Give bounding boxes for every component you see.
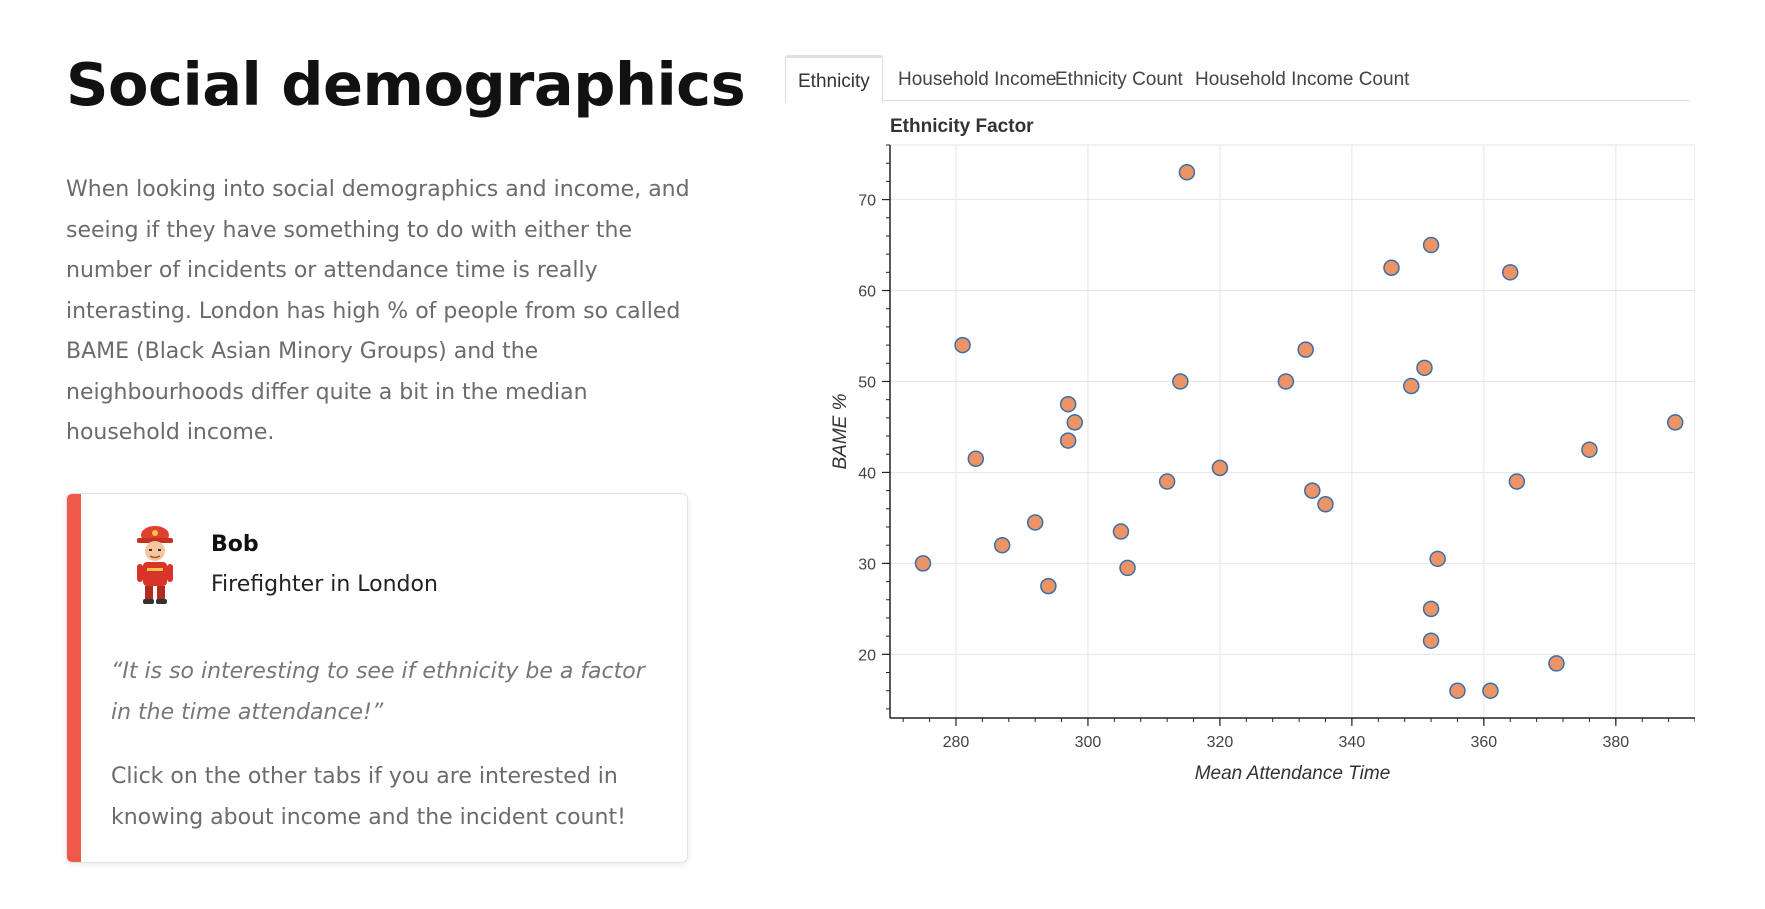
x-axis-label: Mean Attendance Time	[1195, 763, 1391, 784]
y-tick-label: 20	[858, 647, 876, 664]
scatter-point	[1422, 632, 1440, 649]
scatter-point	[1383, 259, 1400, 277]
scatter-point	[1119, 559, 1136, 577]
y-tick-label: 60	[858, 284, 876, 301]
chart-tabs: Ethnicity Household Income Ethnicity Cou…	[785, 55, 1690, 103]
scatter-point	[1416, 359, 1433, 377]
scatter-point	[1403, 377, 1420, 395]
scatter-point	[1449, 682, 1466, 699]
scatter-point	[1059, 432, 1077, 449]
card-name: Bob	[211, 532, 259, 557]
scatter-point	[1501, 264, 1519, 281]
card-quote: “It is so interesting to see if ethnicit…	[111, 659, 645, 725]
page-title: Social demographics	[66, 50, 746, 119]
tab-household-income-count[interactable]: Household Income Count	[1195, 69, 1410, 90]
scatter-point	[1508, 473, 1526, 490]
scatter-point	[1666, 414, 1684, 431]
scatter-point	[1482, 682, 1499, 699]
chart-title: Ethnicity Factor	[890, 116, 1034, 137]
scatter-point	[1422, 236, 1440, 254]
scatter-point	[1429, 550, 1446, 568]
x-tick-label: 300	[1075, 734, 1102, 751]
scatter-point	[1026, 514, 1044, 531]
tab-ethnicity-count[interactable]: Ethnicity Count	[1055, 69, 1183, 90]
scatter-point	[1581, 441, 1598, 458]
card-role: Firefighter in London	[211, 572, 438, 597]
scatter-point	[1172, 373, 1189, 390]
firefighter-avatar-icon	[137, 526, 173, 604]
scatter-point	[1297, 341, 1314, 358]
scatter-point	[1112, 523, 1130, 540]
scatter-point	[1178, 164, 1196, 181]
intro-paragraph: When looking into social demographics an…	[66, 177, 690, 445]
x-tick-label: 320	[1207, 734, 1234, 751]
y-tick-label: 50	[858, 374, 876, 391]
plot-frame	[889, 144, 1695, 719]
scatter-point	[1040, 577, 1057, 595]
scatter-point	[914, 555, 932, 572]
tab-ethnicity[interactable]: Ethnicity	[785, 55, 883, 103]
scatter-point	[954, 336, 971, 354]
x-tick-label: 380	[1602, 734, 1629, 751]
x-tick-label: 360	[1471, 734, 1498, 751]
scatter-point	[1422, 600, 1440, 618]
scatter-point	[1066, 414, 1084, 431]
scatter-point	[993, 536, 1011, 554]
y-tick-label: 30	[858, 556, 876, 573]
y-axis-label: BAME %	[830, 393, 851, 469]
scatter-point	[967, 450, 985, 468]
y-tick-label: 40	[858, 465, 876, 482]
x-tick-label: 280	[943, 734, 970, 751]
scatter-point	[1317, 496, 1334, 513]
scatter-point	[1211, 459, 1229, 477]
y-tick-label: 70	[858, 193, 876, 210]
scatter-point	[1277, 373, 1295, 390]
quote-card: Bob Firefighter in London “It is so inte…	[66, 493, 688, 863]
scatter-point	[1158, 473, 1176, 490]
tab-household-income[interactable]: Household Income	[898, 69, 1057, 90]
card-accent-bar	[67, 494, 81, 862]
scatter-point	[1304, 482, 1321, 499]
x-tick-label: 340	[1339, 734, 1366, 751]
scatter-point	[1059, 395, 1077, 413]
scatter-point	[1548, 655, 1565, 672]
scatter-chart: 280 300 320 340 360 380 20 30 40 50 60 70 Ethnicity …	[830, 116, 1695, 784]
card-note: Click on the other tabs if you are inter…	[111, 764, 626, 830]
